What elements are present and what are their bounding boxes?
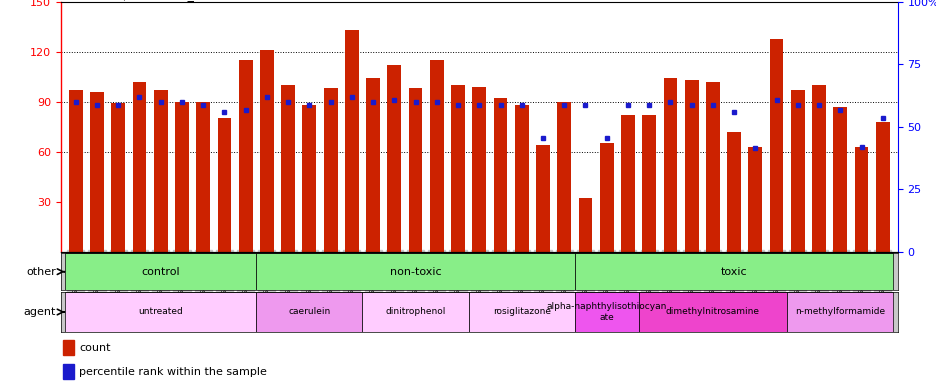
Bar [175,102,189,252]
Bar [132,82,146,252]
Bar [493,98,507,252]
Bar [281,85,295,252]
Bar [468,292,574,332]
Bar [408,88,422,252]
Text: control: control [141,266,180,277]
Bar [641,115,655,252]
Bar [684,80,698,252]
Bar [387,65,401,252]
Text: rosiglitazone: rosiglitazone [492,308,550,316]
Text: count: count [80,343,110,353]
Bar [64,364,74,379]
Bar [68,90,82,252]
Bar [535,145,549,252]
Bar [256,253,574,290]
Bar [557,102,571,252]
Bar [663,78,677,252]
Bar [64,340,74,355]
Bar [637,292,786,332]
Text: toxic: toxic [720,266,747,277]
Bar [726,132,740,252]
Text: n-methylformamide: n-methylformamide [795,308,885,316]
Bar [196,102,210,252]
Bar [450,85,464,252]
Bar [574,292,637,332]
Bar [621,115,635,252]
Bar [812,85,826,252]
Bar [66,292,256,332]
Bar [832,107,846,252]
Bar [705,82,719,252]
Bar [302,105,316,252]
Bar [430,60,444,252]
Bar [154,90,168,252]
Bar [111,103,125,252]
Bar [90,92,104,252]
Bar [239,60,253,252]
Bar [786,292,892,332]
Bar [66,253,256,290]
Bar [344,30,358,252]
Bar [259,50,273,252]
Bar [323,88,337,252]
Bar [574,253,892,290]
Text: caerulein: caerulein [288,308,330,316]
Text: dinitrophenol: dinitrophenol [385,308,446,316]
Text: percentile rank within the sample: percentile rank within the sample [80,366,267,377]
Bar [578,198,592,252]
Text: other: other [26,266,56,277]
Text: alpha-naphthylisothiocyan
ate: alpha-naphthylisothiocyan ate [546,302,666,322]
Text: untreated: untreated [139,308,183,316]
Text: agent: agent [23,307,56,317]
Bar [748,147,762,252]
Bar [362,292,468,332]
Text: non-toxic: non-toxic [389,266,441,277]
Bar [599,143,613,252]
Bar [768,38,782,252]
Bar [217,118,231,252]
Bar [790,90,804,252]
Text: GDS2261 / 1397545_at: GDS2261 / 1397545_at [61,0,206,1]
Bar [875,122,889,252]
Bar [256,292,362,332]
Bar [854,147,868,252]
Bar [514,105,528,252]
Bar [472,87,486,252]
Text: dimethylnitrosamine: dimethylnitrosamine [665,308,759,316]
Bar [366,78,380,252]
